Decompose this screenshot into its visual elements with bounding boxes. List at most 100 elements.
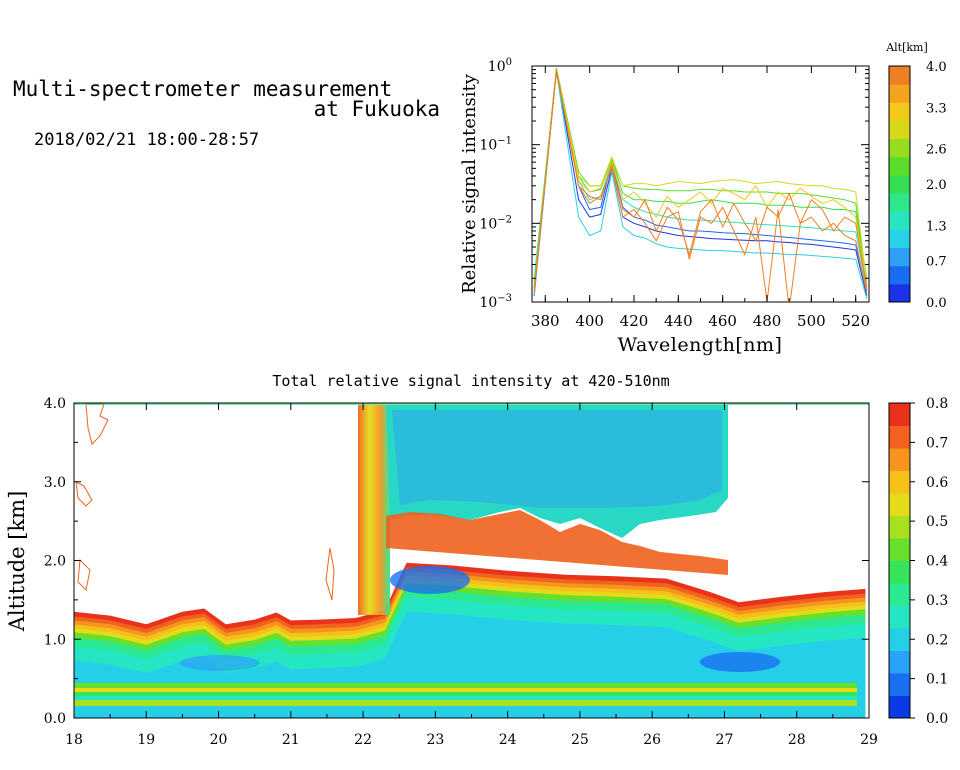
heatmap-x-tick-label: 22 <box>354 732 372 748</box>
intensity-colorbar-cell <box>889 538 910 561</box>
intensity-colorbar-tick-label: 0.5 <box>926 514 948 530</box>
heatmap-noise-contour <box>325 547 335 601</box>
intensity-colorbar-cell <box>889 515 910 539</box>
heatmap-x-tick-label: 24 <box>499 732 517 748</box>
intensity-colorbar-cell <box>889 560 910 584</box>
heatmap-title: Total relative signal intensity at 420-5… <box>272 372 669 390</box>
spectrum-x-tick-label: 440 <box>664 312 693 330</box>
spectrum-y-tick-exponent: −1 <box>497 136 512 147</box>
spectrum-y-tick-label: 10−1 <box>479 136 512 154</box>
spectrum-y-tick-base: 10 <box>479 295 497 311</box>
heatmap-x-tick-label: 25 <box>571 732 589 748</box>
intensity-colorbar-tick-label: 0.6 <box>926 475 948 491</box>
intensity-colorbar: 0.8 0.7 0.6 0.5 0.4 0.3 0.2 0.1 0.0 <box>888 396 948 727</box>
intensity-colorbar-tick-label: 0.7 <box>926 435 948 451</box>
spectrum-y-tick-base: 10 <box>479 216 497 232</box>
heatmap-x-tick-label: 21 <box>282 732 300 748</box>
altitude-colorbar-cell <box>889 229 910 249</box>
spectrum-series-line <box>533 71 868 299</box>
spectrum-y-tick-exponent: −3 <box>497 293 512 304</box>
intensity-colorbar-cells <box>889 403 910 719</box>
heatmap-noise-contour <box>77 558 91 592</box>
altitude-colorbar-cell <box>889 102 910 121</box>
spectrum-y-axis-label: Relative signal intensity <box>459 73 480 294</box>
intensity-colorbar-cell <box>889 583 910 606</box>
altitude-colorbar-cell <box>889 193 910 212</box>
heatmap-noise-contour <box>85 403 109 445</box>
altitude-colorbar-cell <box>889 174 910 194</box>
altitude-colorbar-cell <box>889 120 910 140</box>
heatmap-x-tick-label: 27 <box>716 732 734 748</box>
heatmap-cloud-deck-base <box>386 510 728 575</box>
spectrum-x-tick-label: 480 <box>753 312 782 330</box>
heatmap-x-tick-label: 23 <box>426 732 444 748</box>
heatmap-x-tick-label: 20 <box>210 732 228 748</box>
heatmap-x-tick-label: 28 <box>788 732 806 748</box>
altitude-colorbar-cell <box>889 156 910 176</box>
heatmap-x-tick-label: 26 <box>643 732 661 748</box>
spectrum-series-line <box>533 67 868 286</box>
heatmap-y-tick-label: 1.0 <box>44 632 66 648</box>
altitude-colorbar-cells <box>889 66 910 303</box>
intensity-colorbar-tick-labels: 0.8 0.7 0.6 0.5 0.4 0.3 0.2 0.1 0.0 <box>910 396 948 727</box>
altitude-colorbar-tick-label: 0.0 <box>926 296 947 311</box>
heatmap-top-trace <box>74 403 869 405</box>
heatmap-cloud-deck-inner <box>392 410 722 508</box>
intensity-colorbar-cell <box>889 628 910 651</box>
intensity-colorbar-cell <box>889 448 910 471</box>
spectrum-x-tick-label: 500 <box>797 312 826 330</box>
heatmap-y-tick-label: 2.0 <box>44 554 66 570</box>
intensity-colorbar-tick-label: 0.4 <box>926 554 948 570</box>
altitude-colorbar-tick-label: 0.7 <box>926 255 947 270</box>
spectrum-y-tick-label: 100 <box>488 57 512 75</box>
intensity-colorbar-cell <box>889 403 910 426</box>
spectrum-y-tick-exponent: −2 <box>497 214 512 225</box>
heatmap-noise-contour <box>75 481 93 507</box>
intensity-colorbar-cell <box>889 470 910 494</box>
altitude-colorbar-tick-labels: 4.0 3.3 2.6 2.0 1.3 0.7 0.0 <box>926 60 947 311</box>
heatmap-low-intensity-patch <box>390 566 470 594</box>
altitude-colorbar-tick-label: 1.3 <box>926 219 947 234</box>
intensity-colorbar-tick-label: 0.2 <box>926 632 948 648</box>
intensity-colorbar-cell <box>889 673 910 696</box>
spectrum-y-tick-base: 10 <box>479 138 497 154</box>
heatmap-low-intensity-patch <box>180 655 260 671</box>
spectrum-y-tick-label: 10−2 <box>479 214 512 232</box>
spectrum-y-tick-base: 10 <box>488 59 506 75</box>
altitude-colorbar-tick-label: 3.3 <box>926 101 947 116</box>
altitude-colorbar-cell <box>889 247 910 267</box>
date-range: 2018/02/21 18:00-28:57 <box>34 130 259 150</box>
altitude-colorbar-cell <box>889 66 910 85</box>
heatmap-y-tick-label: 0.0 <box>44 711 66 727</box>
altitude-colorbar-tick-label: 4.0 <box>926 60 947 75</box>
heatmap-surface-band <box>74 700 857 706</box>
spectrum-series-line <box>533 69 868 289</box>
intensity-colorbar-cell <box>889 425 910 449</box>
spectrum-chart: 380 400 420 440 460 480 500 520 10010−110−210−3… <box>459 41 947 356</box>
spectrum-x-tick-label: 460 <box>708 312 737 330</box>
spectrum-series-line <box>533 69 868 296</box>
heatmap-x-tick-label: 19 <box>137 732 155 748</box>
spectrum-x-tick-label: 420 <box>620 312 649 330</box>
heatmap-plot <box>74 403 869 718</box>
spectrum-x-tick-label: 400 <box>575 312 604 330</box>
heatmap-x-ticks: 18 19 20 21 22 23 24 25 26 27 28 29 <box>65 403 878 748</box>
altitude-colorbar-cell <box>889 138 910 158</box>
figure-title-line1: Multi-spectrometer measurement <box>13 77 392 101</box>
heatmap-x-tick-label: 29 <box>860 732 878 748</box>
altitude-colorbar-tick-label: 2.6 <box>926 143 947 158</box>
altitude-colorbar-tick-label: 2.0 <box>926 178 947 193</box>
intensity-colorbar-tick-label: 0.8 <box>926 396 948 412</box>
altitude-colorbar-frame <box>888 65 911 303</box>
heatmap-surface-band <box>74 688 857 692</box>
intensity-colorbar-cell <box>889 695 910 719</box>
spectrum-series-line <box>533 69 868 291</box>
intensity-colorbar-tick-label: 0.1 <box>926 672 948 688</box>
intensity-colorbar-tick-label: 0.3 <box>926 593 948 609</box>
altitude-colorbar-cell <box>889 283 910 303</box>
spectrum-x-tick-label: 380 <box>531 312 560 330</box>
intensity-colorbar-cell <box>889 493 910 516</box>
spectrum-x-axis-label: Wavelength[nm] <box>618 334 783 356</box>
intensity-colorbar-cell <box>889 650 910 674</box>
